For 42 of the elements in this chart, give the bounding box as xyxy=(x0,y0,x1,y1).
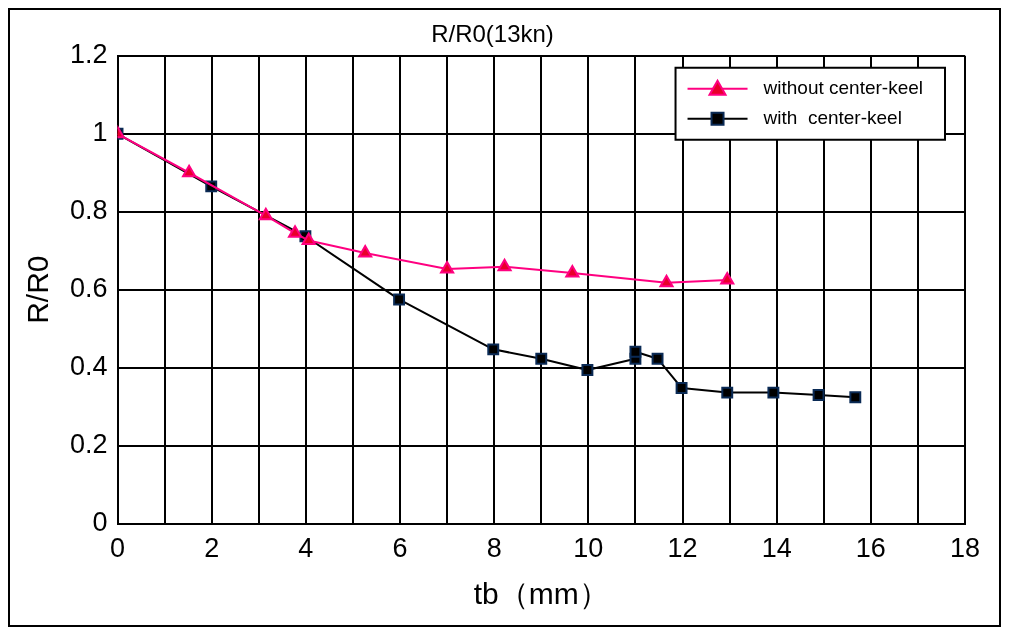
x-tick-label: 16 xyxy=(855,533,886,564)
point xyxy=(629,345,642,358)
point xyxy=(440,261,455,274)
point xyxy=(581,364,594,376)
x-axis-title: tb（mm） xyxy=(473,577,609,611)
point xyxy=(287,225,303,238)
point xyxy=(767,386,780,399)
point xyxy=(651,352,664,365)
point xyxy=(487,343,500,356)
x-tick-label: 14 xyxy=(761,533,792,564)
point xyxy=(535,352,548,365)
point xyxy=(497,258,512,272)
x-tick-label: 6 xyxy=(392,533,408,564)
x-tick-label: 12 xyxy=(667,533,698,564)
point xyxy=(301,232,316,246)
point xyxy=(849,391,862,404)
y-tick-label: 0 xyxy=(92,507,108,538)
legend-label: without center-keel xyxy=(762,77,923,99)
point xyxy=(258,207,273,221)
y-tick-label: 0.4 xyxy=(69,351,108,382)
y-tick-label: 0.6 xyxy=(69,273,108,304)
y-axis-title: R/R0 xyxy=(21,255,55,324)
x-tick-label: 4 xyxy=(298,533,314,564)
x-tick-label: 2 xyxy=(204,533,220,564)
point xyxy=(565,264,580,278)
y-tick-label: 0.2 xyxy=(69,429,108,460)
point xyxy=(182,164,197,178)
y-tick-label: 1.2 xyxy=(69,39,108,70)
x-tick-label: 10 xyxy=(573,533,604,564)
point xyxy=(393,293,406,306)
x-tick-label: 8 xyxy=(486,533,502,564)
point xyxy=(659,274,674,288)
point xyxy=(720,271,735,285)
point xyxy=(812,389,825,401)
legend-label: with center-keel xyxy=(762,107,902,129)
point xyxy=(675,381,688,394)
point xyxy=(721,386,734,399)
point xyxy=(358,245,373,258)
chart-title: R/R0(13kn) xyxy=(431,20,554,48)
y-tick-label: 0.8 xyxy=(69,195,108,226)
y-tick-label: 1 xyxy=(92,117,108,148)
x-tick-label: 18 xyxy=(949,533,981,564)
